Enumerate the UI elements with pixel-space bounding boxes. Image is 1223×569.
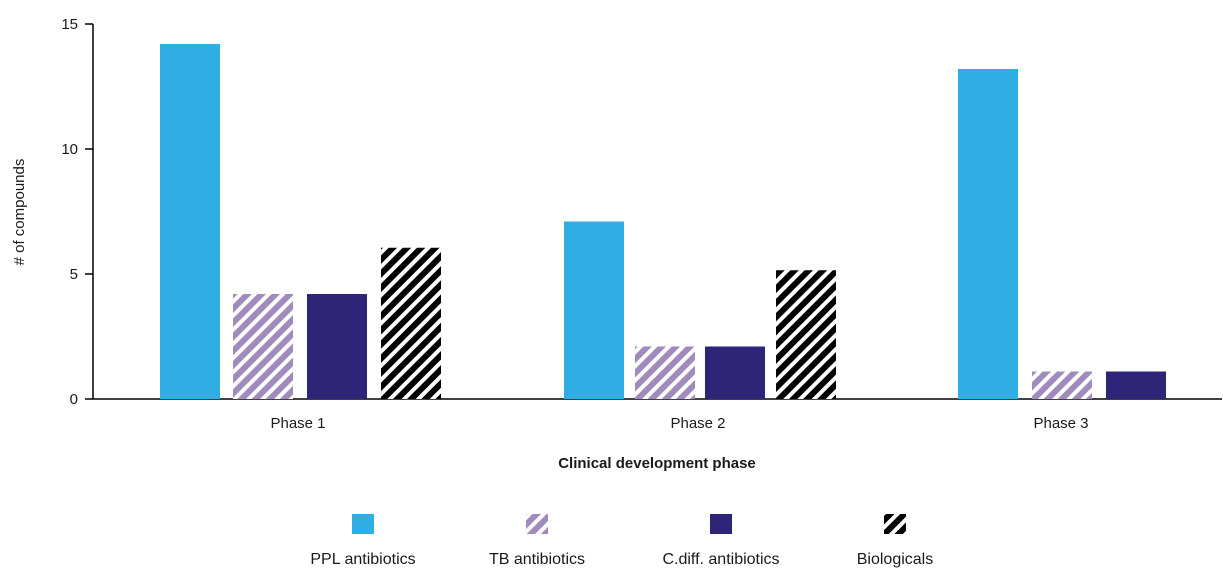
- bar-tb-antibiotics-phase-2: [635, 346, 695, 399]
- legend-label: Biologicals: [857, 551, 933, 568]
- x-axis: Phase 1 Phase 2 Phase 3: [93, 398, 1222, 432]
- bar-ppl-antibiotics-phase-1: [160, 44, 220, 399]
- bar-c-diff-antibiotics-phase-1: [307, 294, 367, 399]
- legend-label: PPL antibiotics: [310, 551, 415, 568]
- y-axis-title: # of compounds: [11, 159, 28, 266]
- x-tick-label: Phase 1: [270, 415, 325, 432]
- legend-swatch: [710, 514, 732, 534]
- legend: PPL antibiotics TB antibiotics C.diff. ant…: [310, 514, 933, 568]
- bar-tb-antibiotics-phase-3: [1032, 371, 1092, 399]
- bar-ppl-antibiotics-phase-3: [958, 69, 1018, 399]
- y-tick-label: 15: [61, 16, 78, 33]
- bar-biologicals-phase-1: [381, 247, 441, 399]
- x-tick-label: Phase 2: [670, 415, 725, 432]
- legend-swatch: [884, 514, 906, 534]
- bar-c-diff-antibiotics-phase-3: [1106, 371, 1166, 399]
- bar-c-diff-antibiotics-phase-2: [705, 346, 765, 399]
- bar-ppl-antibiotics-phase-2: [564, 221, 624, 399]
- bars-group: [160, 44, 1166, 399]
- y-tick-label: 0: [70, 391, 78, 408]
- legend-label: C.diff. antibiotics: [662, 551, 779, 568]
- legend-swatch: [526, 514, 548, 534]
- x-axis-title: Clinical development phase: [558, 455, 756, 472]
- y-tick-label: 10: [61, 141, 78, 158]
- x-tick-label: Phase 3: [1033, 415, 1088, 432]
- legend-label: TB antibiotics: [489, 551, 585, 568]
- legend-swatch: [352, 514, 374, 534]
- y-axis: 0 5 10 15: [61, 16, 94, 408]
- bar-tb-antibiotics-phase-1: [233, 294, 293, 399]
- y-tick-label: 5: [70, 266, 78, 283]
- bar-biologicals-phase-2: [776, 270, 836, 399]
